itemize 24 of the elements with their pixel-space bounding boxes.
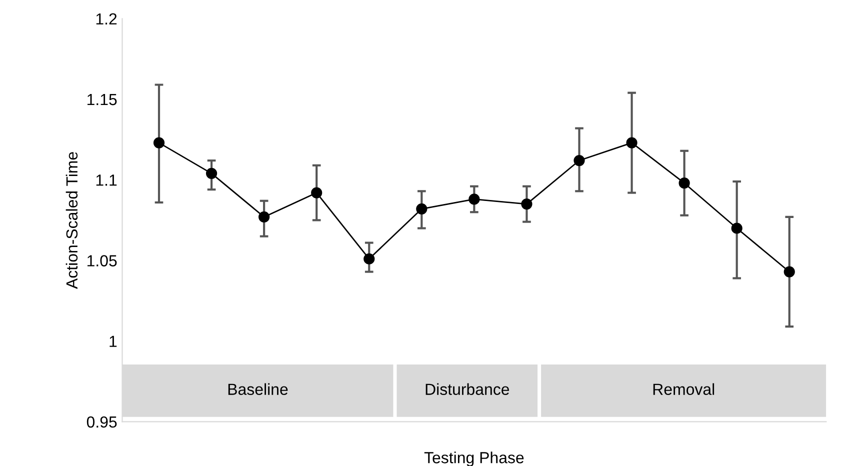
y-axis-title: Action-Scaled Time (66, 152, 78, 289)
point (521, 198, 532, 210)
point (678, 178, 690, 189)
point (258, 211, 270, 223)
point (153, 137, 165, 148)
y-tick-label: 0.95 (86, 416, 117, 428)
point (311, 187, 322, 198)
annotation: Baseline (228, 383, 288, 395)
y-tick-label: 1.2 (96, 13, 117, 24)
point (731, 222, 742, 234)
y-tick-label: 1 (110, 336, 117, 347)
point (206, 168, 218, 179)
x-axis-title: Testing Phase (424, 452, 524, 466)
y-tick-label: 1.1 (96, 174, 117, 186)
point (626, 137, 638, 148)
annotation: Disturbance (426, 383, 510, 395)
y-tick-label: 1.05 (88, 255, 117, 266)
y-tick-label: 1.15 (88, 94, 117, 106)
point (416, 203, 428, 214)
point (574, 154, 585, 166)
point (364, 253, 375, 264)
point (468, 194, 480, 205)
annotation: Removal (653, 383, 714, 395)
point (784, 266, 795, 278)
